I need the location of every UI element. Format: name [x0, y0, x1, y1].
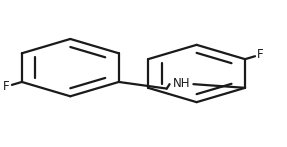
Text: F: F: [257, 48, 264, 61]
Text: NH: NH: [173, 77, 191, 90]
Text: F: F: [3, 80, 10, 93]
